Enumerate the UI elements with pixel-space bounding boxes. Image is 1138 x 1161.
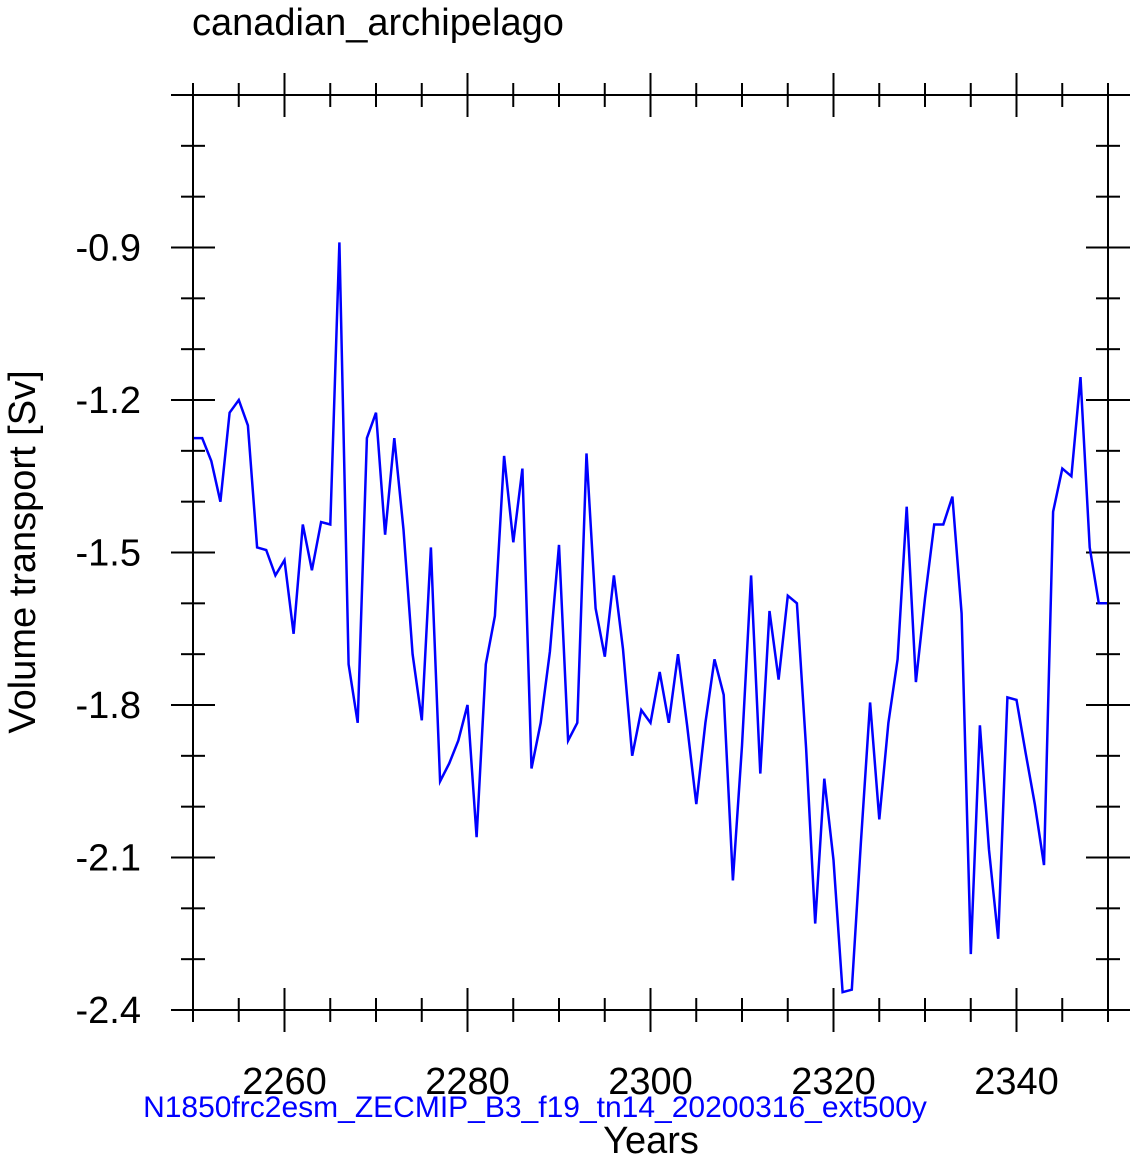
y-tick-label: -1.5 — [76, 533, 141, 575]
x-tick-label: 2320 — [791, 1061, 876, 1103]
y-tick-label: -1.8 — [76, 685, 141, 727]
x-tick-label: 2300 — [608, 1061, 693, 1103]
chart-title: canadian_archipelago — [192, 2, 564, 44]
x-tick-label: 2280 — [425, 1061, 510, 1103]
y-tick-label: -1.2 — [76, 380, 141, 422]
axis-ticks — [171, 73, 1130, 1032]
x-tick-label: 2260 — [242, 1061, 327, 1103]
plot-frame — [192, 94, 1109, 1011]
series-line — [193, 242, 1108, 994]
y-axis-label: Volume transport [Sv] — [2, 370, 44, 733]
x-axis-label: Years — [603, 1120, 699, 1161]
y-tick-label: -2.4 — [76, 990, 141, 1032]
y-tick-label: -2.1 — [76, 838, 141, 880]
x-tick-labels: 2260 2280 2300 2320 2340 — [242, 1061, 1059, 1103]
x-tick-label: 2340 — [974, 1061, 1059, 1103]
run-caption: N1850frc2esm_ZECMIP_B3_f19_tn14_20200316… — [143, 1091, 927, 1124]
y-tick-label: -0.9 — [76, 228, 141, 270]
y-tick-labels: -2.4 -2.1 -1.8 -1.5 -1.2 -0.9 — [76, 228, 141, 1033]
